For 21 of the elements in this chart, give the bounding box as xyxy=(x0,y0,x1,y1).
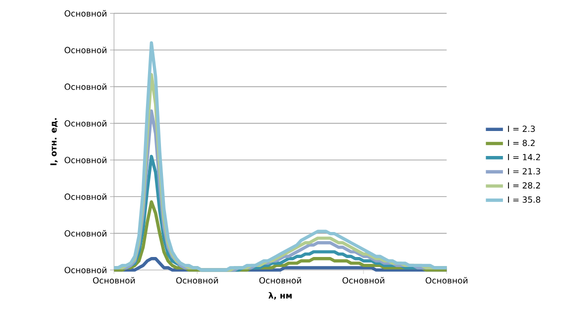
legend-label: I = 8.2 xyxy=(508,140,535,146)
x-tick-label: Основной xyxy=(259,277,302,284)
legend-label: I = 21.3 xyxy=(508,168,540,174)
text: Основной xyxy=(64,120,106,127)
legend-label: I = 2.3 xyxy=(508,126,535,132)
x-tick-label: Основной xyxy=(176,277,218,284)
legend-label: I = 14.2 xyxy=(508,154,540,160)
text: Основной xyxy=(64,46,106,54)
x-axis-title: λ, нм xyxy=(268,292,292,300)
x-tick-label: Основной xyxy=(426,277,468,284)
legend-label: I = 35.8 xyxy=(508,196,540,203)
text: Основной xyxy=(64,193,106,200)
y-axis-title: I, отн. ед. xyxy=(50,118,58,166)
text: Основной xyxy=(64,10,106,17)
legend-label: I = 28.2 xyxy=(508,182,540,189)
text: Основной xyxy=(64,83,106,90)
x-tick-label: Основной xyxy=(93,277,135,284)
x-tick-label: Основной xyxy=(342,277,384,284)
text: Основной xyxy=(64,156,106,164)
text: Основной xyxy=(64,266,106,274)
text: Основной xyxy=(64,230,106,237)
